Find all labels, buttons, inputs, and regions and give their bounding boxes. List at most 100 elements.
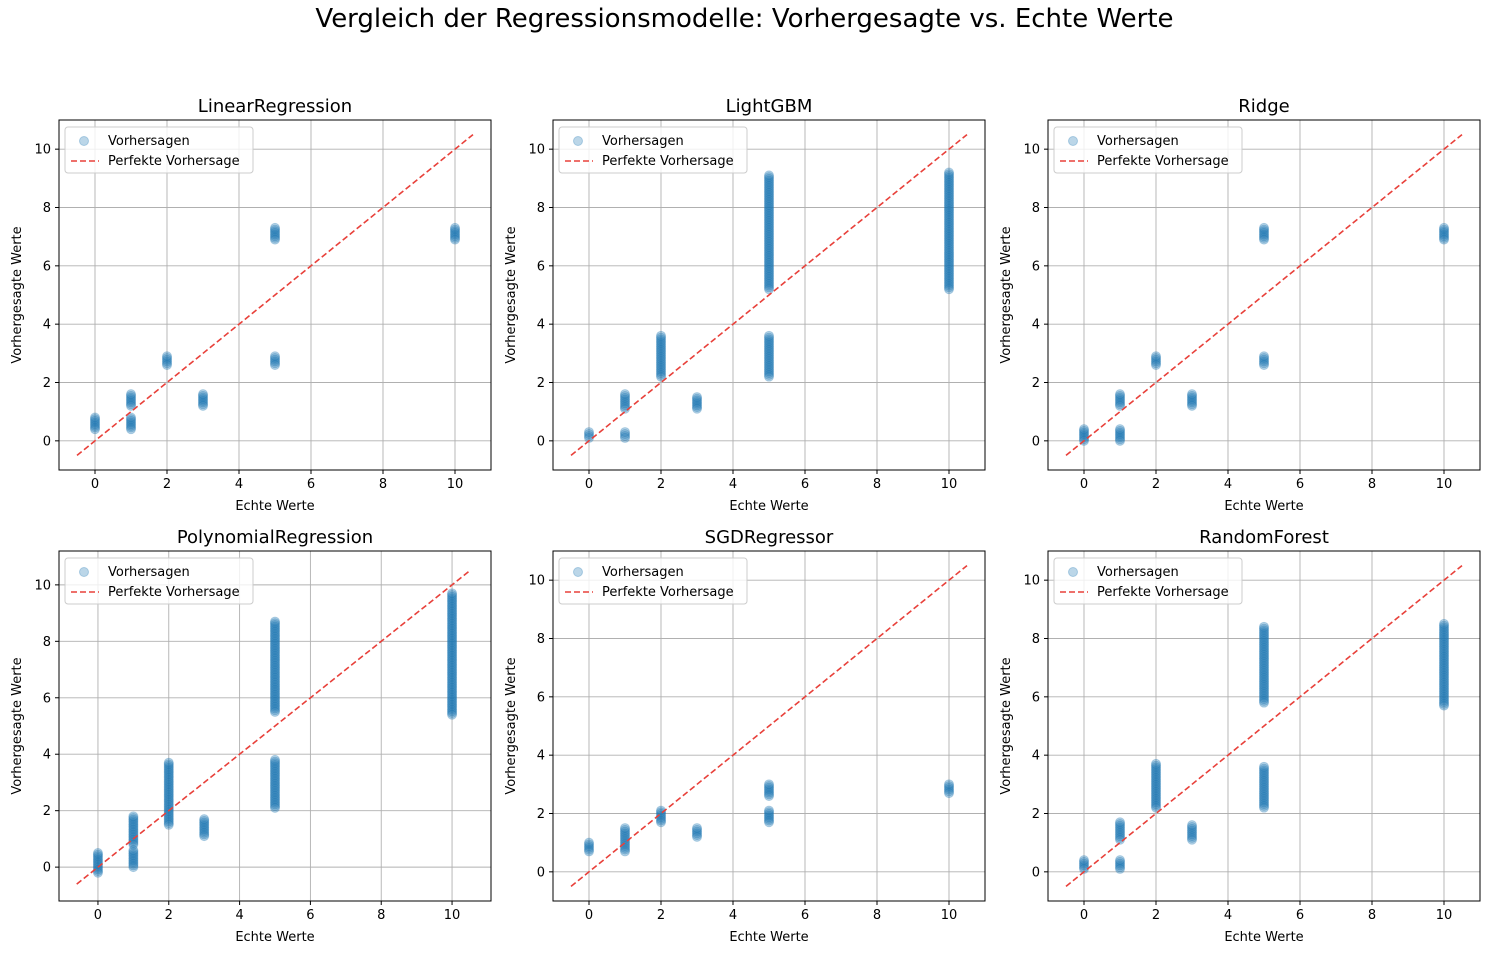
- scatter-point: [1115, 399, 1125, 410]
- scatter-point: [447, 618, 458, 629]
- scatter-point: [447, 610, 458, 621]
- scatter-point: [270, 354, 280, 365]
- scatter-point: [447, 645, 458, 656]
- scatter-point: [1115, 831, 1125, 842]
- scatter-point: [944, 181, 954, 192]
- y-tick-label: 10: [34, 143, 51, 158]
- scatter-point: [1187, 394, 1197, 405]
- scatter-point: [447, 613, 458, 624]
- scatter-point: [764, 280, 774, 291]
- scatter-point: [270, 621, 280, 632]
- scatter-point: [1259, 797, 1269, 808]
- scatter-point: [764, 240, 774, 251]
- scatter-point: [1439, 677, 1449, 688]
- scatter-point: [1259, 639, 1269, 650]
- legend: Vorhersagen Perfekte Vorhersage: [1053, 557, 1243, 605]
- scatter-point: [270, 773, 280, 784]
- scatter-point: [1259, 697, 1269, 708]
- scatter-point: [656, 343, 666, 354]
- scatter-point: [447, 647, 458, 658]
- scatter-point: [764, 242, 774, 253]
- scatter-point: [270, 669, 280, 680]
- scatter-point: [944, 782, 954, 793]
- scatter-point: [656, 371, 666, 382]
- x-tick-label: 0: [91, 477, 99, 492]
- scatter-point: [126, 414, 136, 425]
- scatter-point: [1259, 793, 1269, 804]
- scatter-point: [1439, 231, 1449, 242]
- scatter-point: [126, 415, 136, 426]
- scatter-point: [1151, 760, 1161, 771]
- scatter-point: [944, 277, 954, 288]
- scatter-point: [764, 273, 774, 284]
- scatter-point: [447, 605, 458, 616]
- scatter-point: [270, 226, 280, 237]
- scatter-point: [270, 660, 280, 671]
- scatter-point: [764, 215, 774, 226]
- scatter-point: [1151, 792, 1161, 803]
- scatter-point: [447, 699, 458, 710]
- scatter-point: [447, 611, 458, 622]
- scatter-point: [1115, 397, 1125, 408]
- legend-label-perfect: Perfekte Vorhersage: [1097, 154, 1229, 169]
- scatter-point: [764, 179, 774, 190]
- scatter-point: [584, 429, 594, 440]
- x-axis-label: Echte Werte: [1224, 930, 1303, 945]
- scatter-point: [1151, 802, 1161, 813]
- scatter-point: [1439, 622, 1449, 633]
- scatter-point: [1115, 856, 1125, 867]
- scatter-point: [447, 640, 458, 651]
- scatter-point: [944, 781, 954, 792]
- scatter-point: [764, 266, 774, 277]
- scatter-point: [163, 789, 174, 800]
- scatter-point: [270, 672, 280, 683]
- scatter-point: [1439, 224, 1449, 235]
- scatter-point: [944, 284, 954, 295]
- y-tick-label: 8: [43, 635, 51, 650]
- scatter-point: [764, 364, 774, 375]
- legend-label-perfect: Perfekte Vorhersage: [602, 154, 734, 169]
- perfect-prediction-line: [76, 570, 471, 885]
- scatter-point: [1151, 783, 1161, 794]
- scatter-point: [764, 346, 774, 357]
- scatter-point: [270, 677, 280, 688]
- y-tick-label: 6: [43, 691, 51, 706]
- scatter-point: [1439, 671, 1449, 682]
- scatter-point: [764, 812, 774, 823]
- scatter-point: [944, 233, 954, 244]
- scatter-point: [656, 334, 666, 345]
- scatter-point: [944, 245, 954, 256]
- scatter-point: [764, 781, 774, 791]
- scatter-point: [944, 278, 954, 289]
- scatter-point: [620, 832, 630, 843]
- scatter-point: [1079, 427, 1089, 438]
- scatter-point: [163, 797, 174, 808]
- scatter-point: [1259, 227, 1269, 238]
- scatter-point: [1187, 392, 1197, 403]
- x-tick-label: 8: [1368, 477, 1376, 492]
- scatter-point: [764, 180, 774, 191]
- scatter-point: [1187, 827, 1197, 838]
- scatter-point: [128, 862, 139, 873]
- scatter-point: [1151, 778, 1161, 789]
- scatter-point: [270, 618, 280, 629]
- scatter-point: [944, 237, 954, 248]
- legend-label-perfect: Perfekte Vorhersage: [108, 154, 240, 169]
- scatter-point: [447, 625, 458, 636]
- scatter-point: [764, 334, 774, 345]
- scatter-point: [764, 813, 774, 824]
- scatter-point: [764, 205, 774, 216]
- scatter-point: [764, 247, 774, 258]
- scatter-point: [1439, 660, 1449, 671]
- scatter-point: [447, 627, 458, 638]
- scatter-point: [199, 814, 210, 825]
- axes-frame: [1047, 550, 1481, 902]
- scatter-point: [163, 781, 174, 792]
- x-tick-label: 6: [1296, 477, 1304, 492]
- scatter-point: [163, 784, 174, 795]
- x-tick-label: 2: [1152, 908, 1160, 923]
- scatter-point: [447, 697, 458, 708]
- scatter-point: [1439, 691, 1449, 702]
- scatter-point: [447, 696, 458, 707]
- scatter-point: [270, 775, 280, 786]
